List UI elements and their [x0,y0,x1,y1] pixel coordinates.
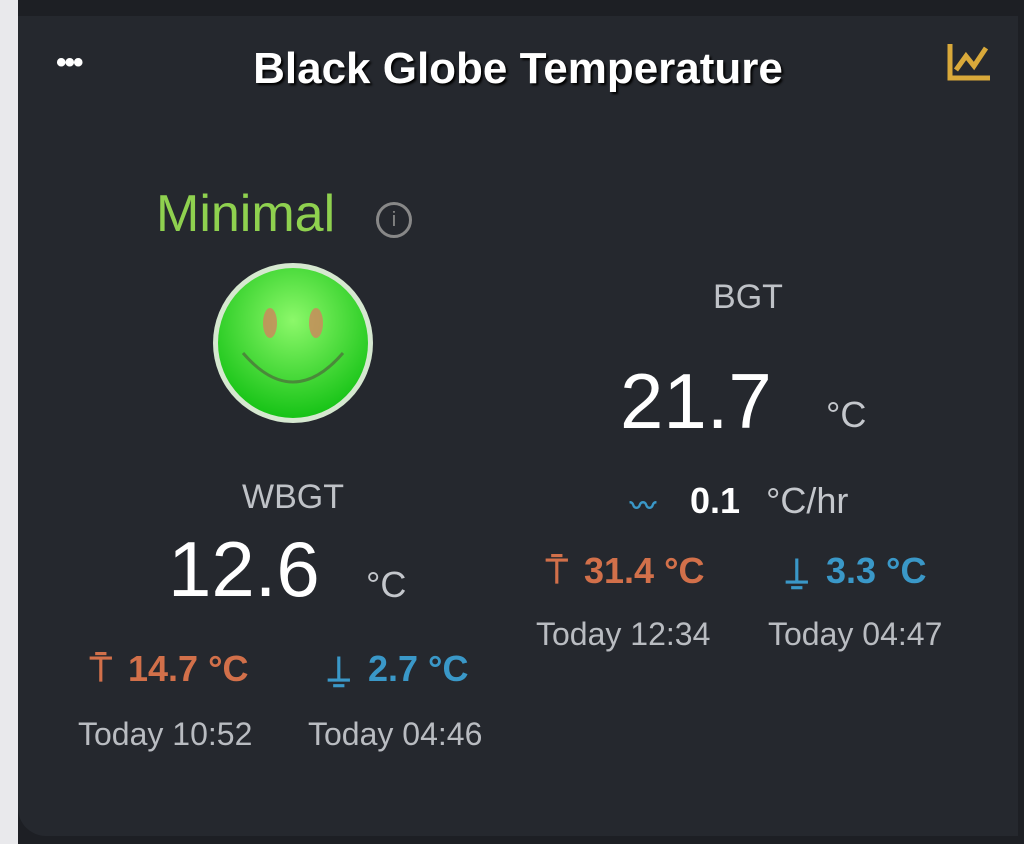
bgt-value: 21.7 [620,357,772,445]
bgt-label: BGT [713,278,783,316]
smiley-face-icon [213,263,373,423]
ellipsis-icon[interactable]: ••• [56,46,83,79]
high-icon: ⍑ [546,550,568,591]
low-icon: ⍊ [328,648,350,689]
bgt-low-time: Today 04:47 [768,616,943,652]
bgt-low: 3.3 °C [826,550,927,591]
wbgt-label: WBGT [242,478,344,516]
wbgt-low-time: Today 04:46 [308,716,483,752]
info-icon[interactable]: i [376,202,412,238]
widget-header: ••• Black Globe Temperature [18,16,1018,126]
line-chart-icon[interactable] [946,40,994,84]
wbgt-high-time: Today 10:52 [78,716,253,752]
high-icon: ⍑ [90,648,112,689]
bgt-unit: °C [826,394,867,435]
low-icon: ⍊ [786,550,808,591]
wbgt-unit: °C [366,564,407,605]
wbgt-low: 2.7 °C [368,648,469,689]
wbgt-high: 14.7 °C [128,648,249,689]
widget-title: Black Globe Temperature [253,44,783,93]
wbgt-value: 12.6 [168,525,320,613]
bgt-high: 31.4 °C [584,550,705,591]
bgt-widget: ••• Black Globe Temperature Minimal i WB… [18,16,1018,836]
bgt-trend-unit: °C/hr [766,480,849,521]
bgt-high-time: Today 12:34 [536,616,711,652]
background-panel [0,0,18,844]
status-label: Minimal [156,185,336,243]
bgt-trend: 0.1 [690,480,741,521]
trend-icon: 〰 [630,491,657,521]
